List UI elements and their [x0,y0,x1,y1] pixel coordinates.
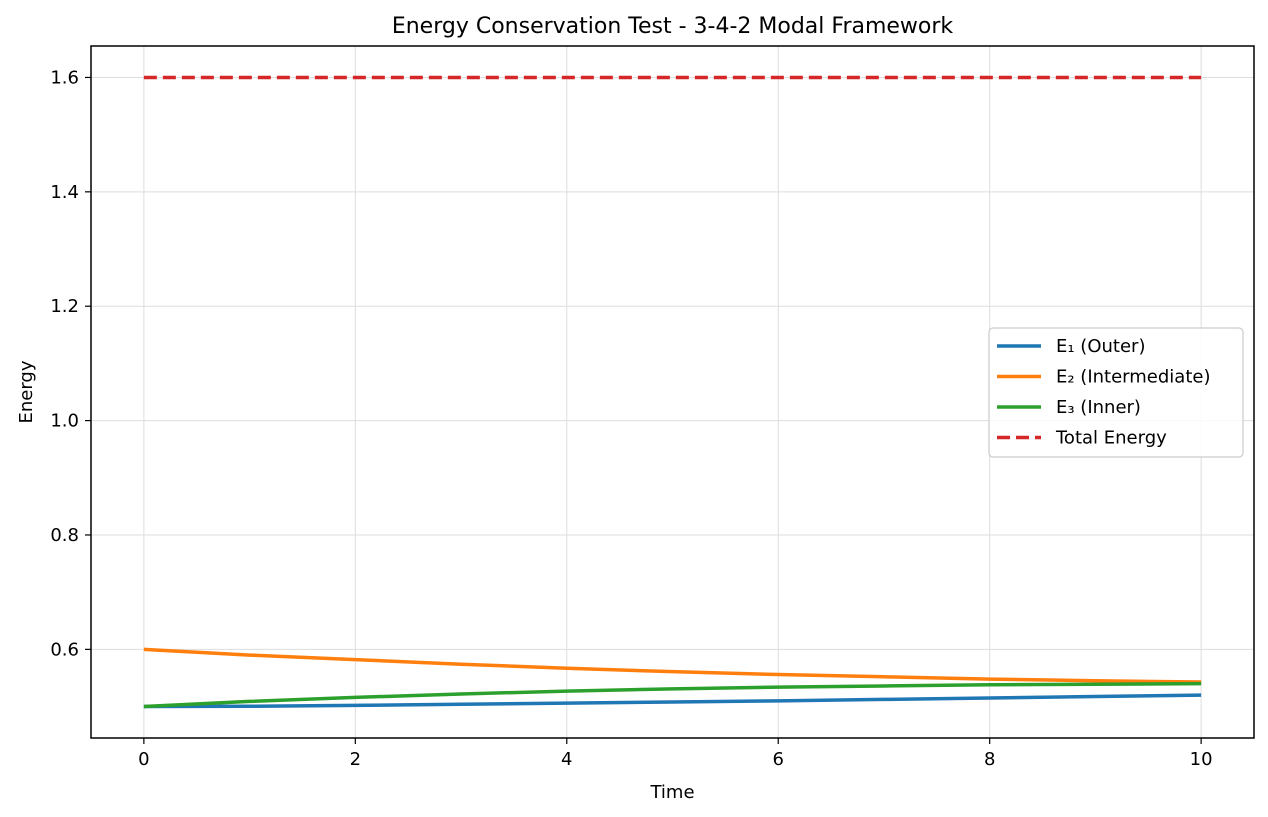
legend-label-1: E₁ (Outer) [1056,336,1145,357]
y-tick-label: 1.0 [50,411,79,432]
x-tick-label: 2 [350,749,361,770]
y-tick-label: 1.2 [50,296,79,317]
axis-ticks: 0 2 4 6 8 10 0.6 0.8 1.0 1.2 1.4 1.6 [50,67,1212,770]
x-tick-label: 0 [138,749,149,770]
grid-lines [91,46,1254,738]
x-tick-label: 10 [1190,749,1213,770]
series-line-2 [143,647,1202,684]
chart-title: Energy Conservation Test - 3-4-2 Modal F… [392,14,954,39]
legend-label-4: Total Energy [1055,428,1167,449]
legend-label-3: E₃ (Inner) [1056,397,1141,418]
y-tick-label: 1.4 [50,182,79,203]
x-tick-label: 6 [773,749,784,770]
x-axis-label: Time [649,782,694,803]
x-tick-label: 8 [984,749,995,770]
y-tick-label: 1.6 [50,67,79,88]
legend-box [988,327,1244,458]
series-line-1 [143,693,1202,709]
y-axis-label: Energy [16,360,37,423]
x-tick-label: 4 [561,749,572,770]
series-lines [143,75,1202,709]
y-tick-label: 0.6 [50,639,79,660]
series-line-3 [143,681,1202,709]
legend: E₁ (Outer) E₂ (Intermediate) E₃ (Inner) Tot… [988,327,1244,458]
plot-frame [90,45,1255,739]
y-tick-label: 0.8 [50,525,79,546]
legend-label-2: E₂ (Intermediate) [1056,367,1211,388]
